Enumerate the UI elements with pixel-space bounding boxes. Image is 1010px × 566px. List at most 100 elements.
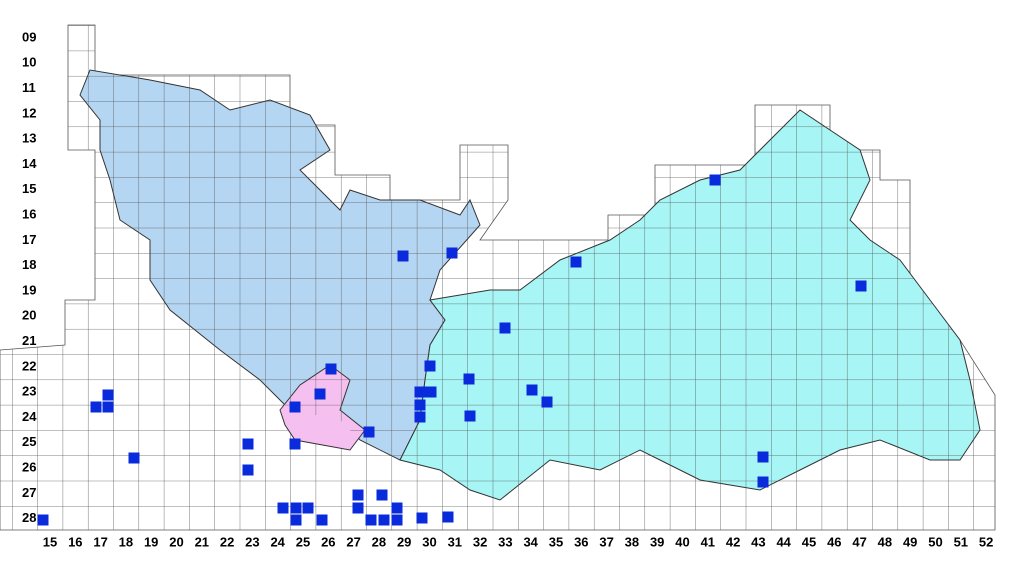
column-label: 39 <box>650 534 664 549</box>
grid-labels: 09 10 11 12 13 14 15 16 17 18 19 20 21 22 23 24 25 26 27 28… <box>22 29 993 549</box>
record-square <box>391 502 403 514</box>
column-label: 23 <box>245 534 259 549</box>
record-square <box>277 502 289 514</box>
column-label: 29 <box>397 534 411 549</box>
row-label: 21 <box>22 333 36 348</box>
record-square <box>289 438 301 450</box>
column-label: 38 <box>625 534 639 549</box>
column-label: 27 <box>346 534 360 549</box>
record-square <box>242 464 254 476</box>
column-label: 28 <box>372 534 386 549</box>
row-label: 14 <box>22 156 37 171</box>
record-square <box>242 438 254 450</box>
record-square <box>352 489 364 501</box>
column-label: 34 <box>523 534 538 549</box>
record-square <box>414 411 426 423</box>
record-square <box>102 401 114 413</box>
column-label: 41 <box>701 534 715 549</box>
column-label: 45 <box>802 534 816 549</box>
record-square <box>414 386 426 398</box>
row-label: 23 <box>22 384 36 399</box>
record-square <box>425 386 437 398</box>
row-label: 20 <box>22 308 36 323</box>
record-square <box>365 514 377 526</box>
record-square <box>526 384 538 396</box>
column-label: 24 <box>270 534 285 549</box>
column-label: 43 <box>751 534 765 549</box>
row-label: 12 <box>22 105 36 120</box>
record-square <box>397 250 409 262</box>
column-label: 44 <box>776 534 791 549</box>
column-label: 32 <box>473 534 487 549</box>
region-lines <box>80 70 980 500</box>
column-label: 21 <box>195 534 209 549</box>
record-square <box>325 363 337 375</box>
row-label: 28 <box>22 510 36 525</box>
column-label: 51 <box>954 534 968 549</box>
row-label: 24 <box>22 409 37 424</box>
record-square <box>442 511 454 523</box>
column-label: 50 <box>928 534 942 549</box>
column-label: 46 <box>827 534 841 549</box>
column-label: 16 <box>68 534 82 549</box>
record-square <box>289 401 301 413</box>
record-square <box>570 256 582 268</box>
column-label: 40 <box>675 534 689 549</box>
record-square <box>314 388 326 400</box>
record-square <box>302 502 314 514</box>
row-label: 10 <box>22 55 36 70</box>
record-square <box>757 451 769 463</box>
record-square <box>391 514 403 526</box>
column-label: 33 <box>498 534 512 549</box>
column-label: 26 <box>321 534 335 549</box>
column-label: 48 <box>878 534 892 549</box>
row-label: 15 <box>22 181 36 196</box>
record-square <box>414 399 426 411</box>
column-label: 37 <box>599 534 613 549</box>
record-square <box>290 502 302 514</box>
row-label: 11 <box>22 80 36 95</box>
column-label: 49 <box>903 534 917 549</box>
record-square <box>446 247 458 259</box>
record-square <box>378 514 390 526</box>
record-square <box>363 426 375 438</box>
column-label: 20 <box>169 534 183 549</box>
row-label: 22 <box>22 358 36 373</box>
column-label: 17 <box>93 534 107 549</box>
record-square <box>290 514 302 526</box>
row-label: 27 <box>22 485 36 500</box>
record-square <box>499 322 511 334</box>
column-label: 52 <box>979 534 993 549</box>
record-square <box>757 476 769 488</box>
column-label: 30 <box>422 534 436 549</box>
column-label: 42 <box>726 534 740 549</box>
column-label: 15 <box>43 534 57 549</box>
column-label: 25 <box>296 534 310 549</box>
row-label: 25 <box>22 434 36 449</box>
row-label: 17 <box>22 232 36 247</box>
row-label: 18 <box>22 257 36 272</box>
record-square <box>464 410 476 422</box>
column-label: 47 <box>852 534 866 549</box>
record-square <box>316 514 328 526</box>
row-label: 26 <box>22 460 36 475</box>
row-label: 16 <box>22 207 36 222</box>
record-square <box>424 360 436 372</box>
row-label: 09 <box>22 29 36 44</box>
column-label: 19 <box>144 534 158 549</box>
row-label: 13 <box>22 131 36 146</box>
row-label: 19 <box>22 282 36 297</box>
record-square <box>463 373 475 385</box>
record-square <box>855 280 867 292</box>
record-square <box>128 452 140 464</box>
record-square <box>102 389 114 401</box>
record-square <box>90 401 102 413</box>
column-label: 22 <box>220 534 234 549</box>
records <box>37 174 867 526</box>
column-label: 36 <box>574 534 588 549</box>
column-label: 18 <box>119 534 133 549</box>
record-square <box>376 489 388 501</box>
record-square <box>352 502 364 514</box>
